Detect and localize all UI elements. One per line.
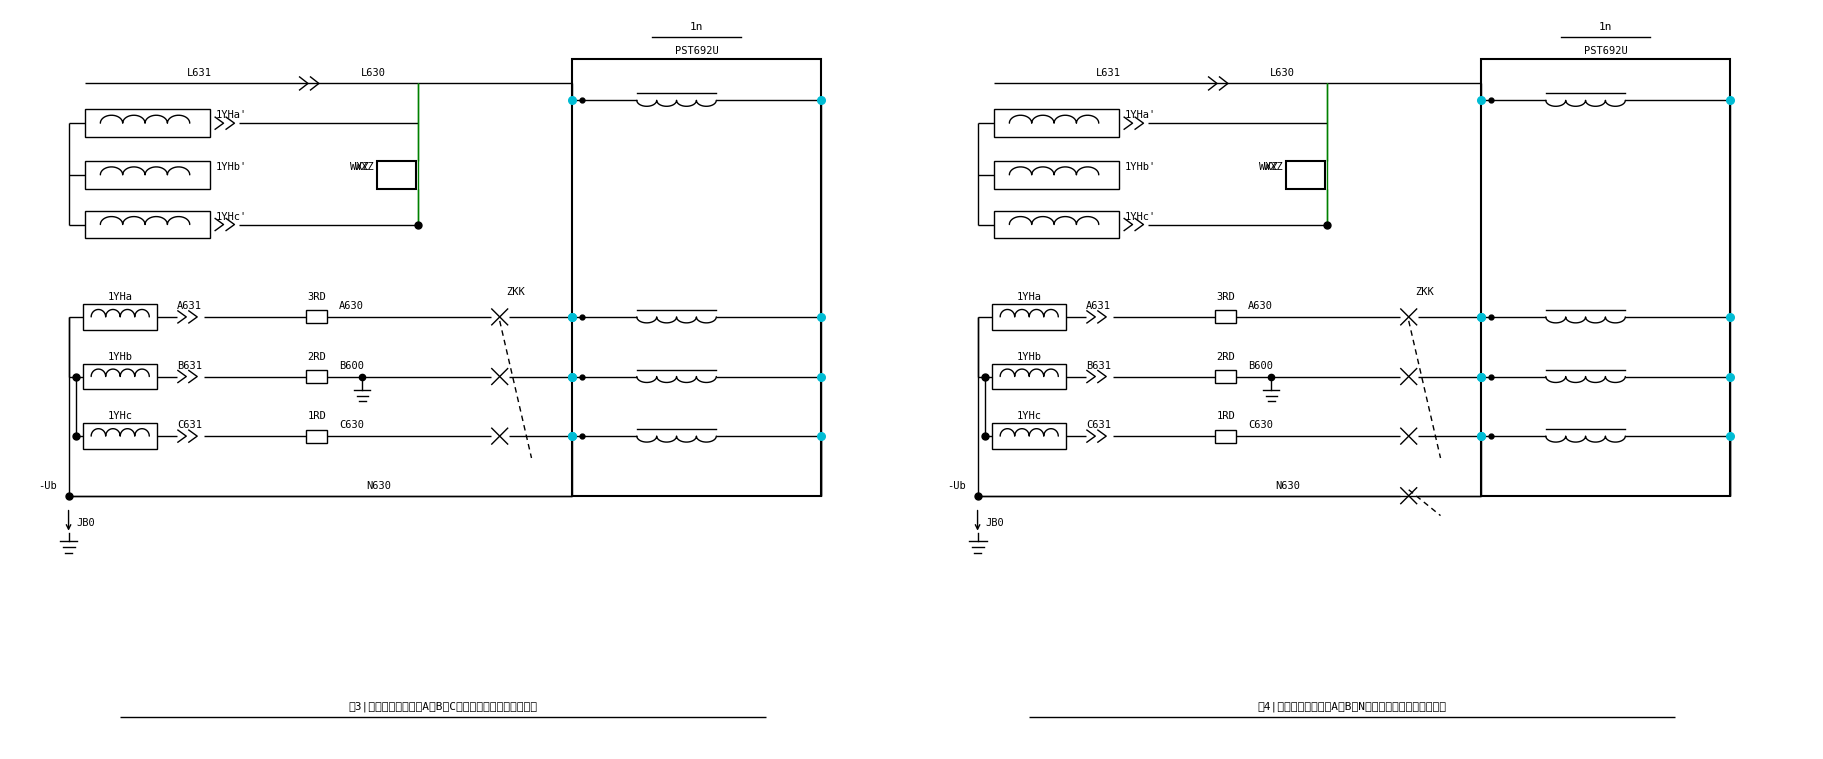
Text: 1RD: 1RD — [1216, 411, 1236, 421]
Text: 1YHa: 1YHa — [108, 292, 133, 302]
Text: B631: B631 — [1087, 361, 1110, 370]
Text: 2RD: 2RD — [308, 351, 326, 361]
Bar — [86, 109, 210, 137]
Text: 图3|交流电压输入回路A、B、C三相设置保护设备的接线〉: 图3|交流电压输入回路A、B、C三相设置保护设备的接线〉 — [348, 701, 538, 712]
Bar — [1216, 430, 1236, 442]
Text: N630: N630 — [366, 480, 390, 491]
Bar — [995, 210, 1119, 238]
Bar — [84, 424, 157, 449]
Bar — [84, 364, 157, 389]
Text: 3RD: 3RD — [308, 292, 326, 302]
Text: -Ub: -Ub — [946, 480, 966, 491]
Bar — [992, 424, 1066, 449]
Text: L630: L630 — [361, 68, 386, 77]
Bar — [995, 161, 1119, 189]
Text: 图4|交流电压输入回路A、B、N三相设置保护设备的接线〉: 图4|交流电压输入回路A、B、N三相设置保护设备的接线〉 — [1258, 701, 1447, 712]
Text: 1YHb: 1YHb — [108, 351, 133, 361]
Text: 1YHc: 1YHc — [1017, 411, 1041, 421]
Bar — [572, 58, 820, 496]
Text: 1YHa': 1YHa' — [215, 110, 246, 120]
Bar — [377, 161, 416, 189]
Text: WXZ: WXZ — [1263, 162, 1283, 172]
Text: JB0: JB0 — [77, 518, 95, 528]
Text: 1YHc: 1YHc — [108, 411, 133, 421]
Text: C630: C630 — [1247, 420, 1272, 430]
Bar — [1285, 161, 1325, 189]
Text: 1YHb': 1YHb' — [1125, 162, 1156, 172]
Text: ZKK: ZKK — [507, 287, 525, 297]
Text: 1YHc': 1YHc' — [215, 212, 246, 222]
Text: L630: L630 — [1271, 68, 1294, 77]
Bar — [995, 109, 1119, 137]
Text: 1RD: 1RD — [308, 411, 326, 421]
Bar — [306, 310, 328, 323]
Text: JB0: JB0 — [986, 518, 1004, 528]
Text: 3RD: 3RD — [1216, 292, 1236, 302]
Text: ZKK: ZKK — [1416, 287, 1435, 297]
Text: WXZ: WXZ — [355, 162, 374, 172]
Text: A631: A631 — [1087, 301, 1110, 311]
Text: C631: C631 — [1087, 420, 1110, 430]
Bar — [86, 210, 210, 238]
Text: 1n: 1n — [689, 22, 704, 32]
Bar — [84, 304, 157, 330]
Bar — [992, 364, 1066, 389]
Bar — [992, 304, 1066, 330]
Bar — [1482, 58, 1730, 496]
Text: L631: L631 — [1096, 68, 1121, 77]
Text: A630: A630 — [1247, 301, 1272, 311]
Text: L631: L631 — [188, 68, 211, 77]
Bar — [86, 161, 210, 189]
Text: 1YHa: 1YHa — [1017, 292, 1041, 302]
Text: B600: B600 — [339, 361, 365, 370]
Text: 1YHc': 1YHc' — [1125, 212, 1156, 222]
Text: 1YHa': 1YHa' — [1125, 110, 1156, 120]
Text: A630: A630 — [339, 301, 365, 311]
Text: 2RD: 2RD — [1216, 351, 1236, 361]
Text: 1n: 1n — [1599, 22, 1612, 32]
Text: A631: A631 — [177, 301, 202, 311]
Text: PST692U: PST692U — [675, 46, 718, 55]
Bar — [1216, 310, 1236, 323]
Text: N630: N630 — [1274, 480, 1300, 491]
Text: C631: C631 — [177, 420, 202, 430]
Text: WXZ: WXZ — [1260, 162, 1278, 172]
Text: PST692U: PST692U — [1584, 46, 1628, 55]
Bar — [306, 370, 328, 383]
Bar — [1216, 370, 1236, 383]
Text: -Ub: -Ub — [38, 480, 57, 491]
Text: 1YHb': 1YHb' — [215, 162, 246, 172]
Bar — [306, 430, 328, 442]
Text: 1YHb: 1YHb — [1017, 351, 1041, 361]
Text: B600: B600 — [1247, 361, 1272, 370]
Text: WXZ: WXZ — [350, 162, 368, 172]
Text: C630: C630 — [339, 420, 365, 430]
Text: B631: B631 — [177, 361, 202, 370]
